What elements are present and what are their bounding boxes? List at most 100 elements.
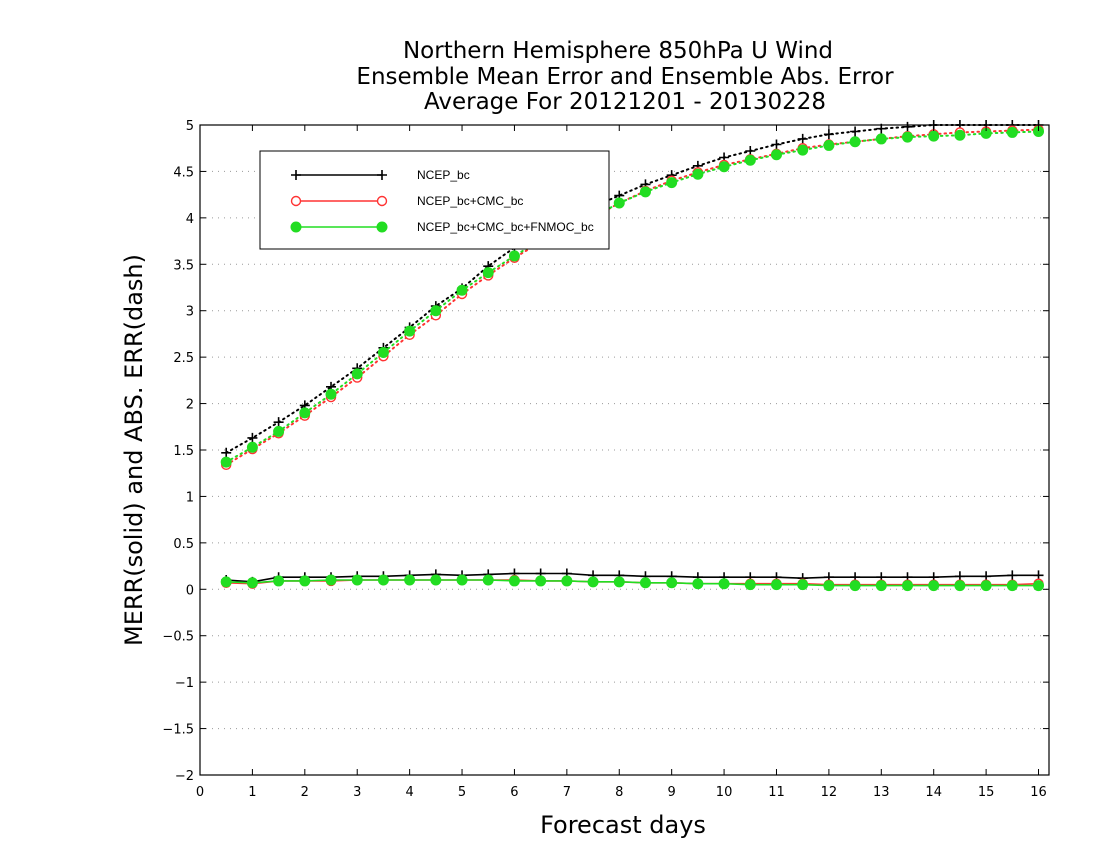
abs-error-point: [954, 129, 966, 141]
y-tick-label: 0.5: [173, 537, 194, 552]
abs-error-point: [246, 441, 258, 453]
mean-error-point: [718, 578, 730, 590]
abs-error-point: [875, 133, 887, 145]
abs-error-point: [797, 133, 808, 144]
legend-marker: [377, 170, 387, 180]
abs-error-point: [902, 121, 913, 132]
x-tick-label: 10: [716, 785, 733, 800]
mean-error-point: [1007, 570, 1018, 581]
legend: NCEP_bc NCEP_bc+CMC_bc NCEP_bc+CMC_bc+FNMO…: [259, 150, 610, 250]
mean-error-point: [325, 574, 337, 586]
mean-error-point: [980, 580, 992, 592]
grid-lines: [200, 170, 1049, 730]
abs-error-point: [797, 144, 809, 156]
abs-error-point: [849, 136, 861, 148]
abs-error-point: [430, 305, 442, 317]
y-tick-label: 1.5: [173, 444, 194, 459]
mean-error-point: [849, 580, 861, 592]
mean-error-point: [928, 580, 940, 592]
mean-error-point: [404, 574, 416, 586]
x-tick-label: 8: [615, 785, 623, 800]
series-group: [220, 126, 1045, 592]
chart-title-line-2: Ensemble Mean Error and Ensemble Abs. Er…: [356, 64, 894, 90]
mean-error-point: [430, 574, 442, 586]
mean-error-point: [902, 580, 913, 592]
abs-error-point: [273, 425, 285, 437]
abs-error-point: [299, 407, 311, 419]
mean-error-point: [456, 574, 468, 586]
abs-error-point: [902, 131, 913, 143]
chart-title-line-1: Northern Hemisphere 850hPa U Wind: [403, 38, 833, 64]
x-tick-label: 1: [248, 785, 256, 800]
mean-error-point: [823, 580, 835, 592]
abs-error-point: [273, 417, 284, 428]
abs-error-point: [718, 161, 730, 173]
abs-error-point: [221, 447, 232, 458]
mean-error-point: [875, 580, 887, 592]
mean-error-point: [377, 574, 389, 586]
abs-error-point: [325, 388, 337, 400]
y-tick-label: 2: [186, 398, 194, 413]
mean-error-point: [954, 580, 966, 592]
abs-error-point: [666, 177, 678, 189]
y-tick-label: 5: [186, 119, 194, 134]
x-tick-label: 15: [978, 785, 995, 800]
mean-error-point: [482, 574, 494, 586]
x-tick-label: 13: [873, 785, 890, 800]
x-tick-label: 9: [668, 785, 676, 800]
y-tick-label: −0.5: [162, 630, 194, 645]
mean-error-point: [273, 575, 285, 587]
x-tick-label: 16: [1030, 785, 1047, 800]
y-tick-label: 1: [186, 490, 194, 505]
mean-error-point: [1006, 580, 1018, 592]
mean-error-point: [535, 575, 547, 587]
x-tick-label: 2: [301, 785, 309, 800]
abs-error-point: [692, 168, 704, 180]
mean-error-point: [561, 575, 573, 587]
abs-error-point: [247, 432, 258, 443]
legend-marker: [376, 195, 388, 207]
abs-error-point: [770, 149, 782, 161]
abs-error-point: [1006, 126, 1018, 138]
abs-error-point: [771, 139, 782, 150]
x-tick-label: 7: [563, 785, 571, 800]
abs-error-point: [639, 186, 651, 198]
legend-label: NCEP_bc+CMC_bc+FNMOC_bc: [417, 220, 594, 234]
x-tick-label: 12: [821, 785, 838, 800]
x-tick-label: 3: [353, 785, 361, 800]
chart-title: Northern Hemisphere 850hPa U Wind Ensemb…: [356, 38, 894, 115]
mean-error-point: [508, 575, 520, 587]
x-tick-label: 4: [405, 785, 413, 800]
mean-error-point: [744, 579, 756, 591]
legend-box: [259, 150, 610, 250]
mean-error-point: [351, 574, 363, 586]
mean-error-point: [613, 576, 625, 588]
abs-error-point: [508, 250, 520, 262]
y-tick-label: 3.5: [173, 258, 194, 273]
abs-error-point: [613, 197, 625, 209]
abs-error-point: [482, 267, 494, 279]
abs-error-point: [377, 347, 389, 358]
abs-error-point: [404, 325, 416, 337]
abs-error-point: [823, 139, 835, 151]
x-axis-label: Forecast days: [540, 811, 706, 839]
y-tick-label: 0: [186, 583, 194, 598]
axis-ticks: −2−1.5−1−0.500.511.522.533.544.550 1 2 3 4 5 6…: [162, 119, 1049, 800]
legend-marker: [290, 221, 302, 233]
x-tick-label: 0: [196, 785, 204, 800]
mean-error-point: [220, 576, 232, 588]
mean-error-point: [666, 577, 678, 589]
legend-label: NCEP_bc: [417, 168, 470, 182]
legend-marker: [290, 195, 302, 207]
mean-error-point: [692, 578, 704, 590]
y-tick-label: 3: [186, 305, 194, 320]
abs-error-point: [744, 154, 756, 166]
y-tick-label: −1.5: [162, 723, 194, 738]
y-tick-label: 4: [186, 212, 194, 227]
legend-marker: [291, 170, 301, 180]
x-tick-label: 11: [768, 785, 785, 800]
series-layer: [220, 120, 1045, 592]
legend-label: NCEP_bc+CMC_bc: [417, 194, 523, 208]
abs-error-point: [850, 126, 861, 137]
y-tick-label: −2: [175, 769, 194, 784]
